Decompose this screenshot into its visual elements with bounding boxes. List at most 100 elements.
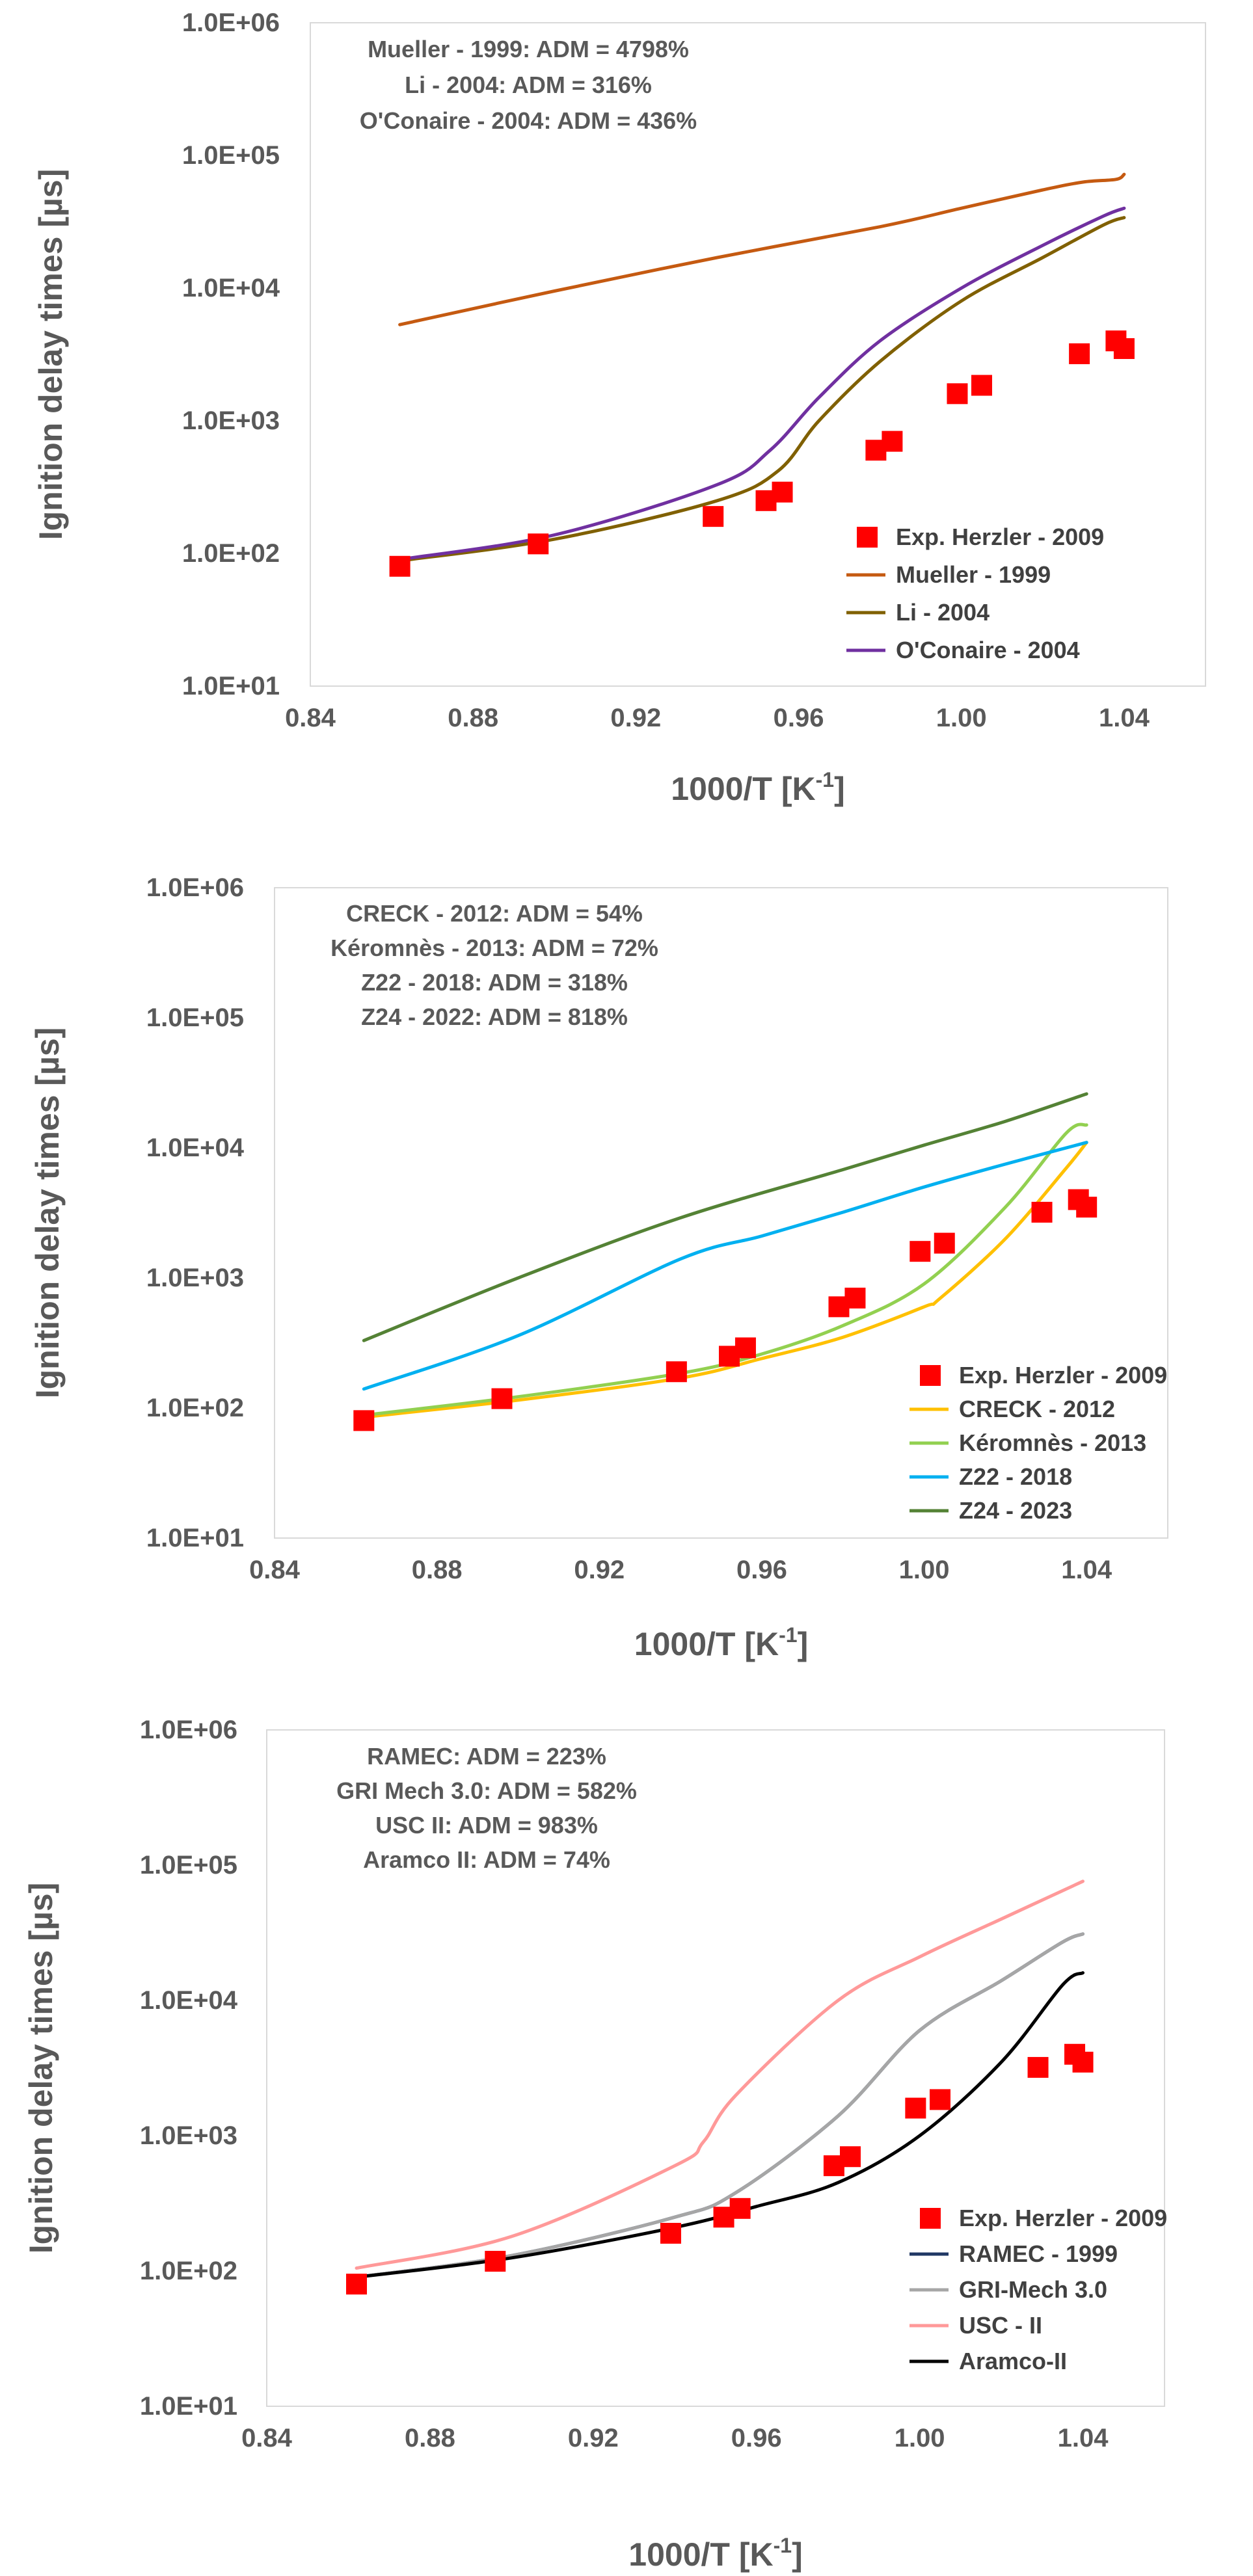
legend-label: USC - II bbox=[959, 2312, 1042, 2339]
data-point bbox=[1076, 1197, 1098, 1218]
y-tick-label: 1.0E+05 bbox=[182, 141, 280, 170]
data-point bbox=[934, 1232, 955, 1254]
x-tick-label: 1.04 bbox=[1099, 704, 1150, 732]
legend-label: Kéromnès - 2013 bbox=[959, 1429, 1146, 1456]
data-point bbox=[734, 1337, 756, 1359]
adm-annotation: Kéromnès - 2013: ADM = 72% bbox=[330, 935, 658, 961]
adm-annotation: CRECK - 2012: ADM = 54% bbox=[346, 900, 643, 927]
x-tick-label: 1.00 bbox=[899, 1556, 950, 1584]
x-axis-title: 1000/T [K-1] bbox=[634, 1623, 808, 1662]
data-point bbox=[882, 431, 903, 452]
data-point bbox=[772, 481, 793, 503]
series-line bbox=[355, 1971, 1085, 2279]
legend-label: GRI-Mech 3.0 bbox=[959, 2276, 1107, 2303]
legend-label: CRECK - 2012 bbox=[959, 1396, 1115, 1422]
data-point bbox=[346, 2274, 367, 2295]
series-line bbox=[362, 1122, 1088, 1417]
legend-label: RAMEC - 1999 bbox=[959, 2240, 1118, 2267]
series-line bbox=[398, 216, 1126, 563]
x-tick-label: 0.88 bbox=[405, 2424, 455, 2452]
legend-label: Exp. Herzler - 2009 bbox=[959, 1362, 1167, 1388]
x-axis-title: 1000/T [K-1] bbox=[628, 2534, 802, 2573]
adm-annotation: Z22 - 2018: ADM = 318% bbox=[361, 969, 628, 996]
y-tick-label: 1.0E+06 bbox=[146, 873, 244, 902]
y-tick-label: 1.0E+02 bbox=[182, 539, 280, 568]
plot-area-frame bbox=[274, 887, 1168, 1539]
x-tick-label: 0.92 bbox=[568, 2424, 619, 2452]
legend-marker bbox=[920, 1365, 941, 1386]
adm-annotation: Mueller - 1999: ADM = 4798% bbox=[368, 36, 689, 62]
y-tick-label: 1.0E+06 bbox=[182, 8, 280, 37]
data-point bbox=[930, 2089, 950, 2110]
adm-annotation: GRI Mech 3.0: ADM = 582% bbox=[336, 1777, 637, 1804]
x-tick-label: 0.84 bbox=[249, 1556, 301, 1584]
y-tick-label: 1.0E+04 bbox=[146, 1134, 245, 1162]
data-point bbox=[485, 2251, 506, 2272]
data-point bbox=[729, 2198, 751, 2219]
adm-annotation: USC II: ADM = 983% bbox=[375, 1812, 598, 1839]
data-point bbox=[660, 2223, 681, 2244]
adm-annotation: O'Conaire - 2004: ADM = 436% bbox=[360, 107, 697, 134]
x-tick-label: 0.96 bbox=[731, 2424, 782, 2452]
chart-3: 1.0E+01 1.0E+02 1.0E+03 1.0E+04 1.0E+05 1.0E+… bbox=[23, 1716, 1167, 2573]
y-tick-label: 1.0E+04 bbox=[140, 1986, 238, 2015]
data-point bbox=[389, 555, 411, 577]
data-point bbox=[1069, 343, 1090, 364]
x-tick-label: 0.84 bbox=[285, 704, 336, 732]
y-tick-label: 1.0E+06 bbox=[140, 1716, 237, 1744]
adm-annotation: Z24 - 2022: ADM = 818% bbox=[361, 1003, 628, 1030]
y-tick-label: 1.0E+04 bbox=[182, 274, 280, 302]
series-line bbox=[398, 172, 1126, 326]
y-tick-label: 1.0E+01 bbox=[182, 672, 280, 700]
legend-label: Aramco-II bbox=[959, 2348, 1067, 2374]
legend-label: Mueller - 1999 bbox=[896, 561, 1051, 588]
data-point bbox=[353, 1410, 375, 1431]
data-point bbox=[1031, 1201, 1053, 1223]
x-tick-label: 0.88 bbox=[448, 704, 498, 732]
y-tick-label: 1.0E+05 bbox=[140, 1851, 237, 1879]
y-axis-title: Ignition delay times [µs] bbox=[33, 169, 69, 540]
data-point bbox=[947, 383, 968, 405]
data-point bbox=[491, 1388, 513, 1409]
legend-label: Exp. Herzler - 2009 bbox=[896, 524, 1104, 550]
series-line bbox=[355, 1879, 1085, 2270]
data-point bbox=[905, 2097, 926, 2119]
y-tick-label: 1.0E+01 bbox=[146, 1524, 244, 1552]
data-point bbox=[844, 1287, 866, 1308]
series-line bbox=[362, 1141, 1088, 1391]
legend-label: Z22 - 2018 bbox=[959, 1463, 1072, 1490]
y-axis-title: Ignition delay times [µs] bbox=[29, 1028, 66, 1399]
x-tick-label: 0.92 bbox=[574, 1556, 625, 1584]
y-axis-title: Ignition delay times [µs] bbox=[23, 1883, 59, 2254]
legend-label: Exp. Herzler - 2009 bbox=[959, 2205, 1167, 2231]
chart-1: 1.0E+01 1.0E+02 1.0E+03 1.0E+04 1.0E+05 1.0E+… bbox=[33, 8, 1206, 807]
x-tick-label: 0.96 bbox=[774, 704, 824, 732]
data-point bbox=[1072, 2051, 1094, 2073]
series-line bbox=[355, 1932, 1085, 2279]
legend-label: O'Conaire - 2004 bbox=[896, 637, 1080, 663]
x-tick-label: 0.92 bbox=[610, 704, 661, 732]
data-point bbox=[1113, 338, 1135, 360]
legend-label: Z24 - 2023 bbox=[959, 1497, 1072, 1524]
x-axis-title: 1000/T [K-1] bbox=[671, 768, 844, 807]
y-tick-label: 1.0E+03 bbox=[140, 2121, 237, 2150]
series-line bbox=[362, 1092, 1088, 1342]
legend-marker bbox=[920, 2208, 941, 2229]
adm-annotation: Li - 2004: ADM = 316% bbox=[405, 72, 652, 98]
data-point bbox=[528, 533, 549, 555]
data-point bbox=[666, 1361, 687, 1383]
y-tick-label: 1.0E+03 bbox=[182, 406, 280, 435]
adm-annotation: RAMEC: ADM = 223% bbox=[367, 1743, 606, 1770]
x-tick-label: 0.88 bbox=[412, 1556, 463, 1584]
data-point bbox=[971, 375, 992, 396]
y-tick-label: 1.0E+02 bbox=[140, 2257, 237, 2285]
y-tick-label: 1.0E+03 bbox=[146, 1264, 244, 1292]
chart-2: 1.0E+01 1.0E+02 1.0E+03 1.0E+04 1.0E+05 1.0E+… bbox=[29, 873, 1168, 1662]
y-tick-label: 1.0E+02 bbox=[146, 1394, 244, 1422]
x-tick-label: 1.00 bbox=[895, 2424, 945, 2452]
y-tick-label: 1.0E+01 bbox=[140, 2392, 237, 2421]
legend-marker bbox=[857, 527, 878, 548]
x-tick-label: 0.84 bbox=[241, 2424, 293, 2452]
legend-label: Li - 2004 bbox=[896, 599, 990, 626]
series-line bbox=[362, 1141, 1088, 1419]
